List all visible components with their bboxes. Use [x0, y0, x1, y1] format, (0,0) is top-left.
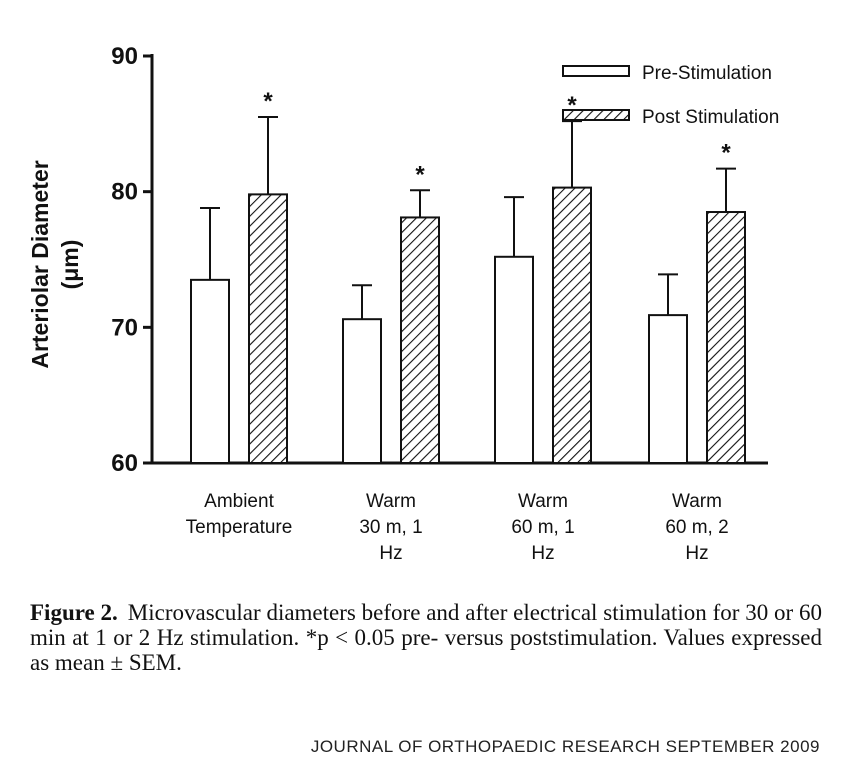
bar-post [706, 211, 746, 464]
y-axis-label: Arteriolar Diameter (μm) [27, 160, 83, 368]
axes: 60 70 80 90 Arteriolar Diameter (μm) Ambient Te… [27, 43, 768, 564]
bar-post [248, 193, 288, 464]
journal-footer: JOURNAL OF ORTHOPAEDIC RESEARCH SEPTEMBE… [310, 737, 820, 756]
x-category-label-line: Warm [518, 491, 568, 512]
y-axis-label-line: Arteriolar Diameter [27, 160, 53, 368]
bars: * * * * [190, 88, 746, 464]
significance-marker: * [721, 140, 731, 167]
y-axis-label-line: (μm) [57, 240, 83, 290]
y-tick-label: 90 [111, 43, 138, 70]
x-category-label-line: Hz [379, 543, 402, 564]
significance-marker: * [567, 92, 577, 119]
x-category-label-line: Ambient [204, 491, 274, 512]
y-tick-label: 60 [111, 450, 138, 477]
legend-swatch-post [562, 109, 630, 121]
y-tick-label: 80 [111, 179, 138, 206]
x-category-label: Warm 60 m, 2 Hz [665, 491, 728, 564]
legend-label: Pre-Stimulation [642, 63, 772, 84]
significance-marker: * [263, 88, 273, 115]
x-category-label: Warm 30 m, 1 Hz [359, 491, 422, 564]
y-tick-label: 70 [111, 314, 138, 341]
figure-caption: Figure 2. Microvascular diameters before … [30, 600, 822, 675]
x-category-label-line: Hz [531, 543, 554, 564]
x-category-label-line: 30 m, 1 [359, 517, 422, 538]
x-category-label: Ambient Temperature [186, 491, 293, 538]
x-category-label-line: Warm [672, 491, 722, 512]
bar-pre [342, 318, 382, 464]
legend-label: Post Stimulation [642, 107, 779, 128]
caption-lead: Figure 2. [30, 600, 118, 625]
x-category-label-line: 60 m, 1 [511, 517, 574, 538]
x-category-label-line: Hz [685, 543, 708, 564]
caption-text: Microvascular diameters before and after… [30, 600, 822, 675]
bar-pre [648, 314, 688, 464]
bar-pre [494, 255, 534, 464]
significance-marker: * [415, 161, 425, 188]
x-category-label-line: 60 m, 2 [665, 517, 728, 538]
bar-post [400, 216, 440, 464]
bar-pre [190, 278, 230, 464]
bar-post [552, 186, 592, 464]
legend: Pre-Stimulation Post Stimulation [562, 63, 779, 128]
x-category-label: Warm 60 m, 1 Hz [511, 491, 574, 564]
legend-swatch-pre [562, 65, 630, 77]
x-category-label-line: Temperature [186, 517, 293, 538]
x-category-label-line: Warm [366, 491, 416, 512]
bar-chart: 60 70 80 90 Arteriolar Diameter (μm) Ambient Te… [27, 43, 779, 564]
